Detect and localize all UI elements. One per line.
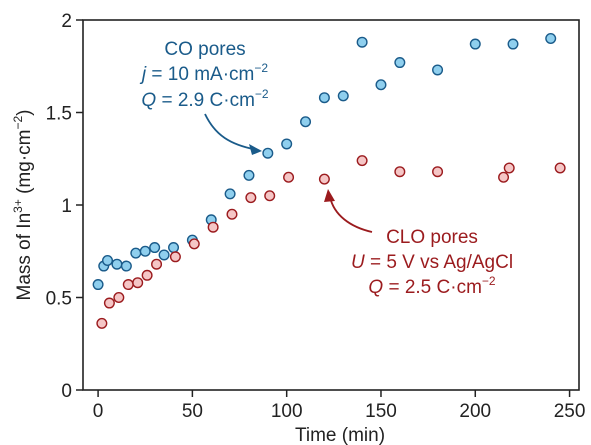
clo-pores-point bbox=[498, 171, 510, 183]
clo-pores-point bbox=[151, 258, 163, 270]
co-pores-point bbox=[130, 247, 142, 259]
clo-pores-point bbox=[503, 162, 515, 174]
co-annotation-arrowhead bbox=[249, 144, 262, 155]
clo-pores-point bbox=[554, 162, 566, 174]
co-pores-point bbox=[139, 245, 151, 257]
co-pores-point bbox=[394, 57, 406, 69]
co-pores-point bbox=[102, 254, 114, 266]
y-tick-label: 2 bbox=[61, 11, 72, 32]
clo-pores-point bbox=[132, 277, 144, 289]
x-tick-label: 200 bbox=[459, 401, 491, 422]
x-tick-label: 250 bbox=[554, 401, 586, 422]
clo-pores-point bbox=[226, 208, 238, 220]
co-pores-point bbox=[281, 138, 293, 150]
co-pores-point bbox=[168, 242, 180, 254]
co-pores-point bbox=[92, 279, 104, 291]
co-annotation-charge: Q = 2.9 C·cm−2 bbox=[141, 87, 269, 111]
co-pores-point bbox=[149, 242, 161, 254]
co-pores-point bbox=[356, 36, 368, 48]
x-axis-label: Time (min) bbox=[295, 425, 385, 445]
clo-pores-point bbox=[394, 166, 406, 178]
co-pores-point bbox=[262, 147, 274, 159]
y-tick-label: 1 bbox=[61, 196, 72, 217]
co-pores-point bbox=[469, 38, 481, 50]
co-pores-point bbox=[318, 92, 330, 104]
clo-pores-point bbox=[245, 192, 257, 204]
clo-annotation-arrow bbox=[329, 196, 373, 233]
co-pores-point bbox=[120, 260, 132, 272]
co-annotation: CO pores j = 10 mA·cm−2 Q = 2.9 C·cm−2 bbox=[139, 39, 269, 111]
co-pores-point bbox=[158, 249, 170, 261]
co-pores-point bbox=[545, 33, 557, 45]
co-pores-point bbox=[224, 188, 236, 200]
clo-pores-point bbox=[113, 292, 125, 304]
co-pores-point bbox=[337, 90, 349, 102]
clo-pores-point bbox=[283, 171, 295, 183]
x-tick-label: 50 bbox=[182, 401, 203, 422]
co-pores-point bbox=[300, 116, 312, 128]
clo-annotation-charge: Q = 2.5 C·cm−2 bbox=[368, 274, 496, 298]
clo-pores-point bbox=[141, 269, 153, 281]
clo-pores-point bbox=[188, 238, 200, 250]
axis-tick-labels: 0 50 100 150 200 250 0 0.5 1 1.5 2 bbox=[46, 11, 586, 422]
x-tick-label: 100 bbox=[271, 401, 303, 422]
co-annotation-title: CO pores bbox=[164, 39, 245, 60]
co-pores-point bbox=[243, 169, 255, 181]
clo-pores-point bbox=[96, 317, 108, 329]
co-pores-point bbox=[111, 258, 123, 270]
co-annotation-current: j = 10 mA·cm−2 bbox=[139, 61, 268, 85]
co-pores-point bbox=[375, 79, 387, 91]
x-tick-label: 150 bbox=[365, 401, 397, 422]
clo-pores-point bbox=[207, 221, 219, 233]
clo-annotation-title: CLO pores bbox=[386, 227, 478, 248]
clo-annotation: CLO pores U = 5 V vs Ag/AgCl Q = 2.5 C·c… bbox=[351, 227, 513, 298]
clo-pores-point bbox=[103, 297, 115, 309]
clo-annotation-arrowhead bbox=[324, 189, 335, 202]
axis-ticks bbox=[76, 19, 571, 397]
y-tick-label: 0.5 bbox=[46, 289, 72, 310]
clo-pores-point bbox=[264, 190, 276, 202]
y-axis-label: Mass of In3+ (mg·cm−2) bbox=[11, 109, 35, 300]
y-tick-label: 0 bbox=[61, 381, 72, 402]
co-pores-point bbox=[432, 64, 444, 76]
clo-pores-point bbox=[432, 166, 444, 178]
co-pores-point bbox=[507, 38, 519, 50]
clo-pores-point bbox=[356, 155, 368, 167]
clo-pores-point bbox=[169, 251, 181, 263]
clo-annotation-voltage: U = 5 V vs Ag/AgCl bbox=[351, 252, 513, 273]
x-tick-label: 0 bbox=[93, 401, 104, 422]
y-tick-label: 1.5 bbox=[46, 104, 72, 125]
clo-pores-point bbox=[318, 173, 330, 185]
data-points bbox=[92, 33, 566, 329]
clo-pores-point bbox=[122, 279, 134, 291]
